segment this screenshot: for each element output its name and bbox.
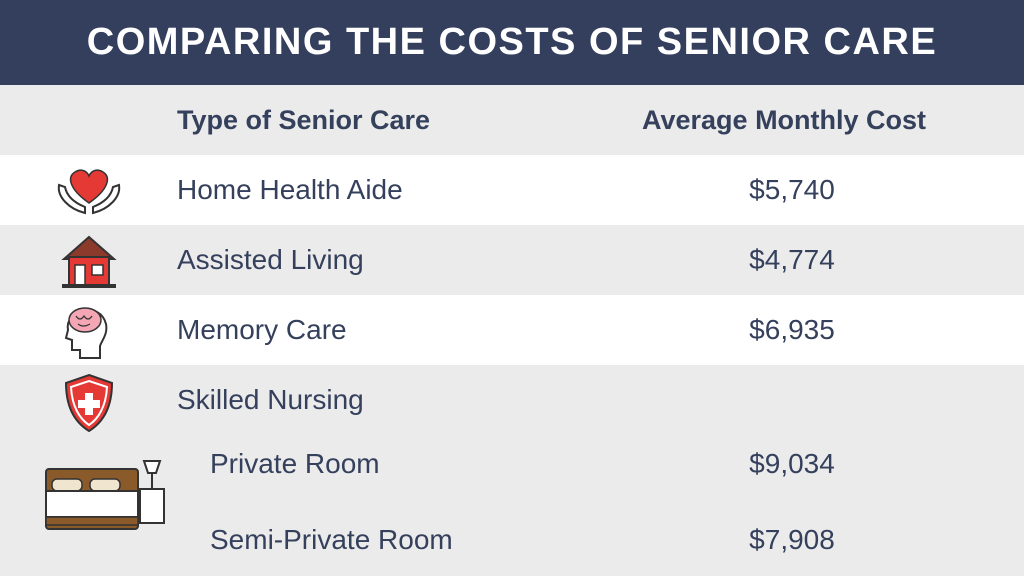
- bed-icon: [45, 460, 165, 530]
- sub-type: Semi-Private Room: [210, 524, 453, 555]
- cost: $9,034: [749, 448, 835, 479]
- column-header-row: Type of Senior Care Average Monthly Cost: [0, 85, 1024, 155]
- house-icon: [61, 235, 117, 288]
- row: Memory Care $6,935: [0, 295, 1024, 365]
- cost: $7,908: [749, 524, 835, 555]
- shield-icon: [64, 373, 114, 433]
- row: Home Health Aide $5,740: [0, 155, 1024, 225]
- row: Assisted Living $4,774: [0, 225, 1024, 295]
- care-type: Home Health Aide: [177, 174, 403, 205]
- row-group: Skilled Nursing Private Room $9,034 Semi…: [0, 365, 1024, 576]
- cost: $5,740: [749, 174, 835, 205]
- care-icon: [57, 169, 121, 215]
- care-type: Skilled Nursing: [177, 384, 364, 415]
- column-header: Type of Senior Care: [177, 105, 431, 135]
- brain-icon: [64, 307, 108, 359]
- sub-type: Private Room: [210, 448, 380, 479]
- title: COMPARING THE COSTS OF SENIOR CARE: [0, 0, 1024, 85]
- care-type: Assisted Living: [177, 244, 364, 275]
- column-header: Average Monthly Cost: [642, 105, 927, 135]
- care-type: Memory Care: [177, 314, 347, 345]
- cost: $4,774: [749, 244, 835, 275]
- cost: $6,935: [749, 314, 835, 345]
